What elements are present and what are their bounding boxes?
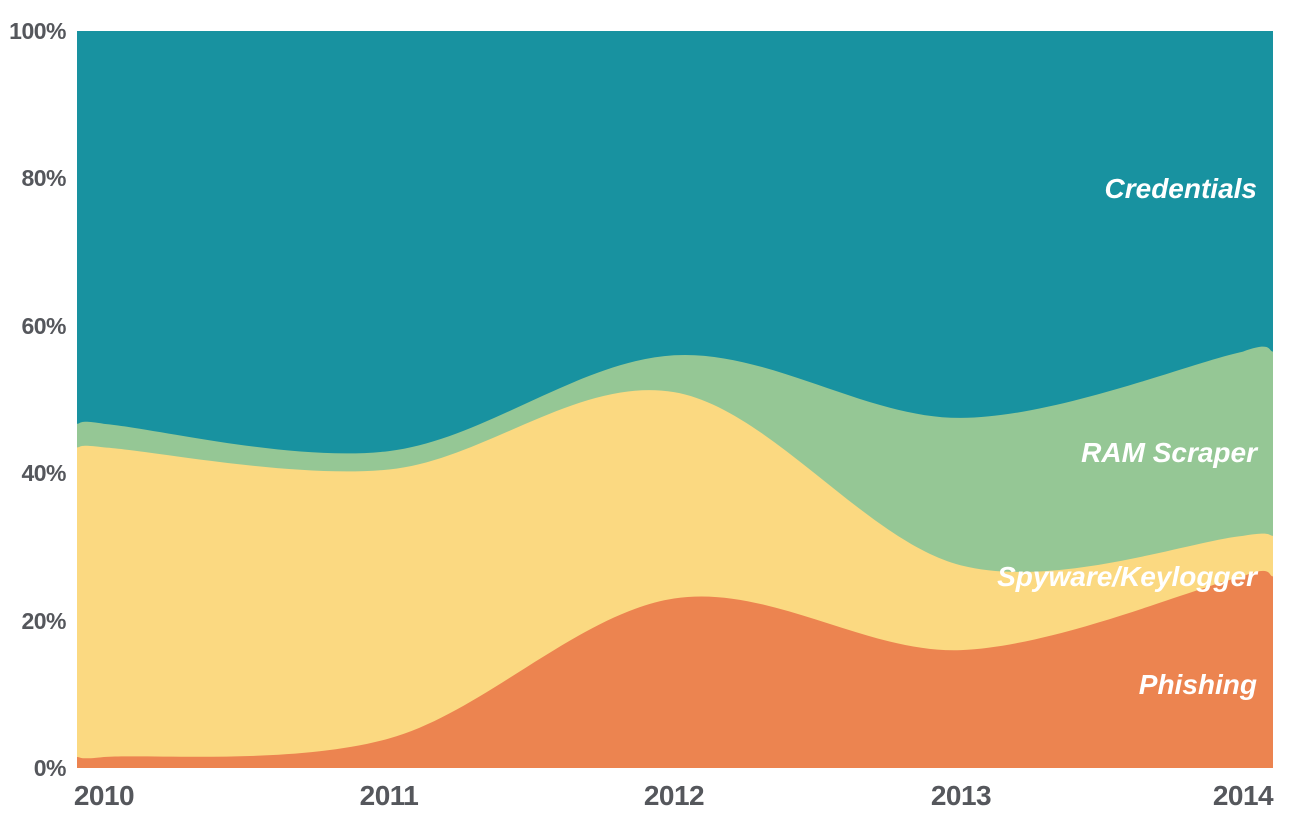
series-label-phishing: Phishing (1138, 669, 1257, 700)
y-axis-tick-label: 20% (21, 607, 66, 634)
x-axis-tick-label: 2010 (73, 780, 135, 811)
x-axis-tick-label: 2013 (930, 780, 992, 811)
series-label-spyware-keylogger: Spyware/Keylogger (997, 561, 1257, 592)
y-axis-tick-label: 60% (21, 312, 66, 339)
y-axis-tick-label: 40% (21, 460, 66, 487)
y-axis-tick-label: 0% (33, 755, 67, 781)
x-axis-tick-label: 2014 (1212, 780, 1274, 811)
y-axis-tick-label: 80% (21, 165, 66, 192)
series-label-ram-scraper: RAM Scraper (1081, 437, 1257, 468)
area-phishing (77, 570, 1273, 768)
y-axis-tick-label: 100% (9, 18, 66, 44)
plot-area (77, 31, 1273, 768)
x-axis-tick-label: 2012 (643, 780, 705, 811)
x-axis-tick-label: 2011 (359, 780, 419, 811)
series-label-credentials: Credentials (1104, 173, 1258, 204)
